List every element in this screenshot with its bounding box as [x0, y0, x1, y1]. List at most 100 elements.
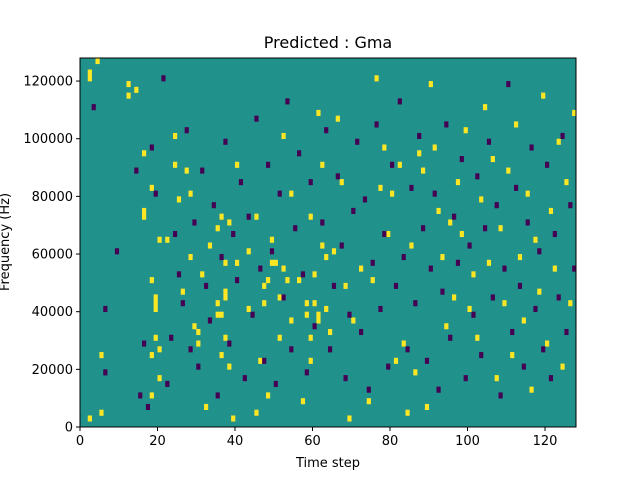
heatmap-cell-low — [238, 179, 244, 186]
heatmap-cell-high — [308, 213, 313, 220]
heatmap-cell-low — [409, 184, 414, 191]
heatmap-cell-low — [289, 346, 294, 353]
heatmap-cell-high — [312, 271, 317, 278]
heatmap-cell-high — [289, 317, 294, 324]
heatmap-cell-low — [273, 380, 278, 387]
heatmap-cell-high — [514, 121, 519, 128]
heatmap-cell-high — [510, 352, 515, 359]
heatmap-cell-high — [219, 352, 224, 359]
heatmap-cell-high — [490, 156, 495, 163]
heatmap-cell-high — [517, 254, 523, 261]
heatmap-cell-high — [494, 375, 499, 382]
heatmap-cell-high — [87, 69, 92, 76]
heatmap-cell-high — [320, 242, 325, 249]
heatmap-cell-high — [149, 352, 154, 359]
heatmap-cell-high — [207, 242, 213, 249]
heatmap-cell-high — [320, 161, 325, 168]
heatmap-cell-high — [153, 334, 158, 341]
heatmap-cell-high — [440, 254, 445, 261]
heatmap-cell-high — [149, 277, 154, 284]
heatmap-cell-high — [335, 115, 340, 122]
heatmap-cell-low — [448, 334, 453, 341]
heatmap-cell-low — [545, 161, 550, 168]
heatmap-cell-high — [316, 109, 321, 116]
heatmap-cell-low — [304, 369, 309, 376]
heatmap-cell-high — [134, 86, 139, 93]
heatmap-cell-high — [149, 184, 154, 191]
heatmap-cell-high — [537, 288, 542, 295]
heatmap-cell-high — [254, 409, 259, 416]
heatmap-cell-high — [188, 190, 193, 197]
heatmap-cell-low — [103, 305, 108, 312]
heatmap-cell-high — [153, 305, 158, 312]
heatmap-cell-low — [506, 81, 511, 88]
heatmap-cell-high — [502, 300, 507, 307]
heatmap-cell-high — [223, 334, 228, 341]
heatmap-cell-low — [486, 138, 492, 145]
heatmap-cell-low — [359, 328, 364, 336]
heatmap-cell-low — [227, 340, 232, 347]
heatmap-cell-high — [506, 167, 511, 174]
x-tick-label: 120 — [533, 434, 558, 449]
heatmap-cell-high — [382, 144, 387, 151]
heatmap-cell-low — [378, 305, 383, 312]
heatmap-cell-low — [428, 265, 433, 272]
heatmap-cell-low — [537, 248, 542, 255]
heatmap-cell-low — [452, 213, 457, 220]
x-tick-label: 40 — [227, 434, 244, 449]
heatmap-cell-high — [572, 109, 577, 116]
heatmap-cell-low — [514, 184, 519, 191]
heatmap-cell-low — [355, 138, 360, 145]
heatmap-cell-low — [533, 305, 538, 312]
y-tick-label: 40000 — [32, 305, 73, 320]
heatmap-cell-high — [231, 415, 236, 422]
heatmap-cell-low — [510, 328, 515, 336]
heatmap-cell-high — [347, 415, 352, 422]
heatmap-cell-high — [235, 161, 240, 168]
heatmap-cell-high — [564, 179, 569, 186]
heatmap-cell-high — [262, 282, 267, 289]
heatmap-cell-low — [192, 219, 197, 226]
heatmap-cell-high — [498, 225, 503, 232]
heatmap-cell-high — [459, 230, 464, 238]
heatmap-cell-high — [95, 58, 100, 65]
heatmap-cell-low — [517, 282, 523, 289]
heatmap-cell-low — [308, 179, 313, 186]
heatmap-cell-high — [568, 300, 573, 307]
heatmap-cell-low — [483, 225, 488, 232]
heatmap-cell-high — [308, 334, 313, 341]
heatmap-cell-high — [467, 305, 472, 312]
heatmap-cell-low — [235, 277, 240, 284]
heatmap-cell-low — [250, 311, 255, 318]
heatmap-cell-high — [285, 277, 290, 284]
heatmap-cell-high — [157, 236, 162, 243]
heatmap-cell-high — [339, 179, 344, 186]
heatmap-cell-high — [316, 311, 321, 318]
heatmap-cell-high — [277, 294, 282, 301]
heatmap-cell-low — [370, 259, 375, 266]
heatmap-cell-low — [552, 230, 557, 238]
heatmap-cell-high — [556, 138, 561, 145]
heatmap-cell-low — [529, 144, 534, 151]
heatmap-cell-high — [370, 277, 375, 284]
heatmap-cell-low — [436, 386, 441, 393]
heatmap-cell-low — [219, 254, 224, 261]
heatmap-cell-low — [467, 242, 472, 249]
heatmap-cell-low — [114, 248, 120, 255]
heatmap-cell-low — [269, 248, 275, 255]
heatmap-cell-high — [436, 207, 441, 214]
heatmap-cell-high — [541, 92, 546, 99]
heatmap-cell-low — [424, 357, 430, 364]
heatmap-cell-high — [246, 305, 251, 312]
heatmap-cell-low — [471, 311, 476, 318]
heatmap-cell-high — [269, 236, 275, 243]
heatmap-cell-high — [196, 340, 201, 347]
heatmap-cell-low — [490, 294, 495, 301]
heatmap-cell-high — [173, 132, 178, 140]
x-tick-label: 60 — [304, 434, 321, 449]
heatmap-cell-high — [142, 150, 147, 157]
heatmap-cell-low — [254, 115, 259, 122]
heatmap-cell-low — [223, 138, 228, 145]
x-tick-label: 0 — [76, 434, 84, 449]
